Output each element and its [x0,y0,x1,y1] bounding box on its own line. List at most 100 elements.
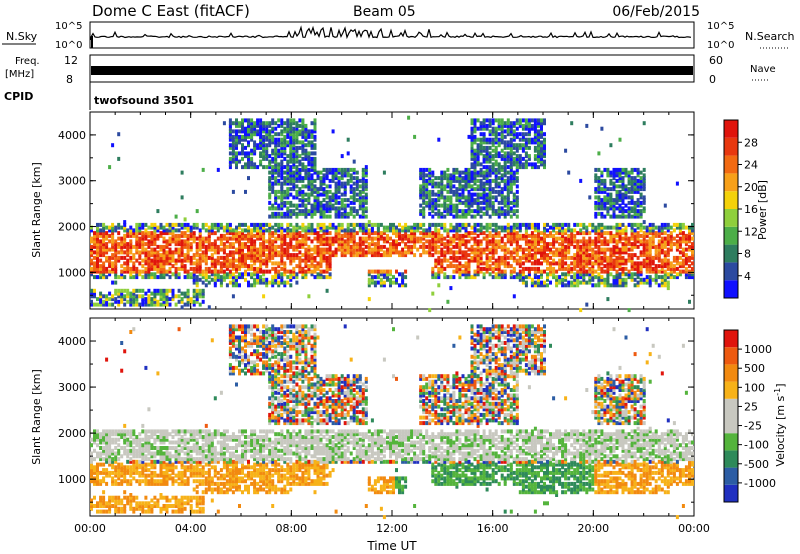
power-cell [425,239,429,244]
power-cell [488,178,492,183]
power-cell [443,266,447,271]
power-cell [600,206,604,211]
power-cell [509,233,513,238]
power-cell [225,228,229,233]
power-cell [618,137,622,142]
power-cell [319,176,323,181]
power-cell [509,123,513,128]
power-cell [533,225,537,230]
power-cell [473,272,477,277]
power-cell [464,181,468,186]
power-cell [225,266,229,271]
power-cell [567,250,571,255]
power-cell [461,187,465,192]
power-cell [422,206,426,211]
power-cell [105,302,109,307]
power-cell [225,255,229,260]
power-cell [503,258,507,263]
power-cell [247,121,250,126]
power-cell [250,250,254,255]
power-cell [289,233,293,238]
cpid-value: twofsound 3501 [94,94,194,107]
power-cell [488,222,492,227]
power-cell [636,266,640,271]
power-cell [594,253,598,258]
power-cell [401,225,405,230]
power-cell [455,266,459,271]
power-cell [537,280,540,285]
power-cell [147,225,151,230]
power-cell [144,250,148,255]
power-cell [503,156,507,161]
power-cell [537,233,540,238]
power-cell [443,176,447,181]
power-cell [316,225,320,230]
power-cell [228,244,232,249]
power-cell [666,286,670,291]
power-cell [256,255,260,260]
power-cell [389,277,392,282]
power-cell [295,159,299,164]
power-cell [515,209,519,214]
power-cell [506,132,510,137]
power-cell [491,275,495,280]
power-cell [395,269,398,274]
power-cell [222,228,226,233]
power-cell [389,269,392,274]
power-cell [271,187,275,192]
power-cell [307,192,311,197]
power-cell [645,250,649,255]
power-cell [630,187,634,192]
power-cell [319,236,323,241]
power-cell [509,231,513,236]
power-cell [186,244,190,249]
power-cell [222,275,226,280]
power-cell [515,121,519,126]
power-cell [594,258,598,263]
power-cell [213,275,217,280]
power-cell [425,233,429,238]
power-cell [570,261,574,266]
power-cell [464,242,468,247]
power-cell [582,275,586,280]
power-cell [373,242,377,247]
power-cell [627,269,631,274]
power-cell [666,264,670,269]
power-cell [346,247,350,252]
power-cell [216,167,220,172]
power-cell [253,233,257,238]
power-cell [440,195,444,200]
power-cell [250,253,254,258]
power-cell [570,266,574,271]
power-cell [105,294,109,299]
velocity-cell [93,479,96,484]
power-cell [286,253,290,258]
power-cell [108,302,112,307]
power-cell [561,272,565,277]
power-cell [189,233,193,238]
power-cell [533,266,537,271]
power-cell [346,228,350,233]
power-cell [428,247,432,252]
power-cell [691,253,694,258]
power-cell [322,211,326,216]
power-cell [129,244,133,249]
power-cell [503,121,507,126]
power-cell [265,283,269,288]
power-cell [313,206,317,211]
power-cell [265,165,269,170]
power-cell [189,236,193,241]
power-cell [204,228,208,233]
power-cell [512,228,516,233]
power-cell [259,140,263,145]
power-cell [530,280,534,285]
power-cell [355,222,359,227]
power-cell [370,239,374,244]
power-cell [301,134,305,139]
power-cell [153,255,157,260]
power-cell [304,126,308,131]
power-cell [147,231,151,236]
power-cell [464,178,468,183]
power-cell [186,272,190,277]
power-cell [473,200,477,205]
